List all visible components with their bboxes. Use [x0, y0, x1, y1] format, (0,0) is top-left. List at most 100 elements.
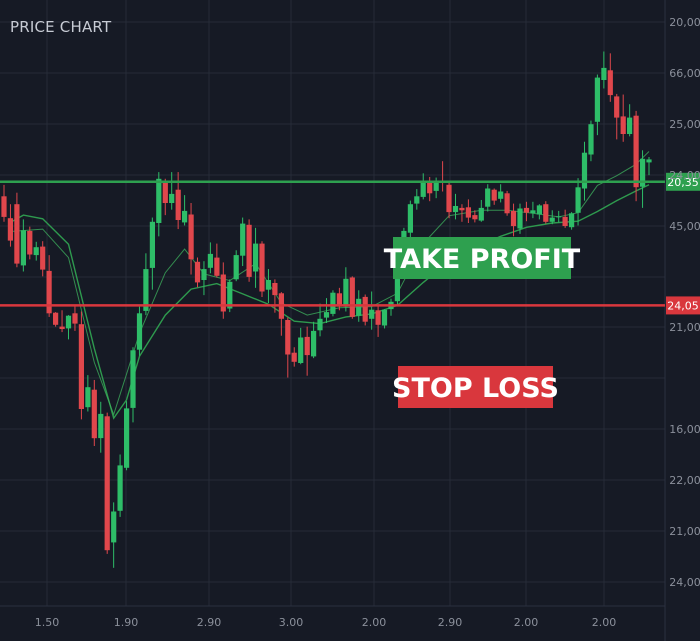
candle-body	[465, 207, 471, 218]
candle-body	[614, 96, 620, 118]
candle-body	[633, 115, 639, 188]
candle-body	[72, 313, 78, 324]
price-axis-label: 20,00	[669, 16, 700, 29]
grid-lines	[0, 0, 665, 606]
candle-body	[156, 178, 162, 223]
time-axis-label: 2.90	[197, 616, 222, 629]
time-axis-label: 1.90	[114, 616, 139, 629]
candle-body	[253, 243, 259, 272]
candle-body	[143, 269, 149, 311]
time-axis-label: 2.90	[438, 616, 463, 629]
candle-body	[40, 246, 46, 270]
candle-body	[91, 389, 97, 439]
candle-body	[640, 158, 646, 187]
candle-body	[272, 283, 278, 296]
stop-loss-label-box	[398, 366, 553, 408]
candle-body	[117, 465, 123, 511]
candle-body	[394, 258, 400, 302]
candle-body	[78, 324, 84, 409]
price-axis-label: 16,00	[669, 423, 700, 436]
price-levels: TAKE PROFIT 20,35 STOP LOSS 24,05	[0, 172, 700, 408]
stop-loss-price-tag-text: 24,05	[667, 299, 699, 312]
candle-body	[220, 274, 226, 312]
time-axis-label: 2.00	[362, 616, 387, 629]
candle-body	[46, 270, 52, 314]
candle-body	[265, 280, 271, 290]
candle-body	[414, 196, 420, 204]
candle-body	[427, 180, 433, 194]
time-axis-labels: 1.50 1.90 2.90 3.00 2.00 2.90 2.00 2.00	[35, 616, 617, 629]
take-profit-label-box	[393, 237, 571, 279]
candle-body	[446, 184, 452, 213]
candle-body	[214, 257, 220, 276]
candle-body	[504, 193, 510, 214]
candle-body	[304, 336, 310, 356]
price-axis-label: 21,00	[669, 525, 700, 538]
candle-body	[646, 159, 652, 163]
candle-body	[336, 293, 342, 307]
candle-body	[491, 189, 497, 201]
candle-body	[233, 255, 239, 280]
candle-body	[7, 218, 13, 241]
price-axis-label: 25,00	[669, 118, 700, 131]
candle-body	[536, 205, 542, 215]
candle-body	[420, 181, 426, 197]
candle-body	[1, 196, 7, 217]
stop-loss-label: STOP LOSS	[392, 373, 559, 404]
candle-body	[601, 67, 607, 80]
time-axis-label: 1.50	[35, 616, 60, 629]
take-profit-price-tag-text: 20,35	[667, 176, 699, 189]
candle-body	[207, 253, 213, 268]
candle-body	[14, 204, 20, 264]
candle-body	[594, 77, 600, 122]
candle-body	[330, 292, 336, 314]
candle-body	[549, 217, 555, 222]
candle-body	[472, 215, 478, 220]
time-axis-label: 2.00	[592, 616, 617, 629]
time-axis-label: 2.00	[514, 616, 539, 629]
price-axis-panel	[665, 0, 700, 641]
candle-body	[381, 309, 388, 326]
candle-body	[375, 310, 381, 325]
candle-body	[588, 124, 594, 155]
candle-body	[240, 223, 246, 256]
stop-loss-price-tag	[666, 296, 700, 315]
candle-body	[20, 230, 26, 266]
price-axis-label: 24,00	[669, 576, 700, 589]
candle-body	[510, 210, 517, 227]
price-axis-label: 66,00	[669, 67, 700, 80]
candle-body	[246, 224, 252, 277]
candle-body	[33, 247, 39, 256]
candle-body	[124, 408, 130, 468]
price-axis-label: 24,00	[669, 169, 700, 182]
time-axis-label: 3.00	[279, 616, 304, 629]
candle-body	[285, 320, 291, 355]
candle-body	[556, 216, 562, 218]
candle-body	[98, 413, 104, 439]
candle-body	[162, 182, 168, 203]
take-profit-label: TAKE PROFIT	[384, 244, 581, 275]
candle-body	[53, 312, 59, 325]
candle-body	[65, 315, 72, 329]
candle-body	[478, 207, 484, 221]
candle-body	[452, 206, 459, 213]
candle-body	[343, 278, 349, 307]
candle-body	[369, 309, 375, 319]
candle-body	[27, 230, 33, 255]
candle-body	[433, 181, 439, 191]
candle-body	[485, 188, 491, 207]
chart-title: PRICE CHART	[10, 18, 112, 36]
candle-body	[227, 281, 233, 309]
candle-body	[569, 213, 575, 228]
candle-body	[323, 312, 330, 318]
candle-body	[581, 152, 588, 189]
candle-body	[104, 416, 110, 551]
candles	[1, 51, 652, 568]
candle-body	[407, 204, 413, 233]
candle-body	[523, 207, 530, 213]
candle-body	[627, 117, 633, 134]
candle-body	[201, 269, 207, 280]
candle-body	[349, 277, 355, 317]
candle-body	[175, 189, 181, 220]
